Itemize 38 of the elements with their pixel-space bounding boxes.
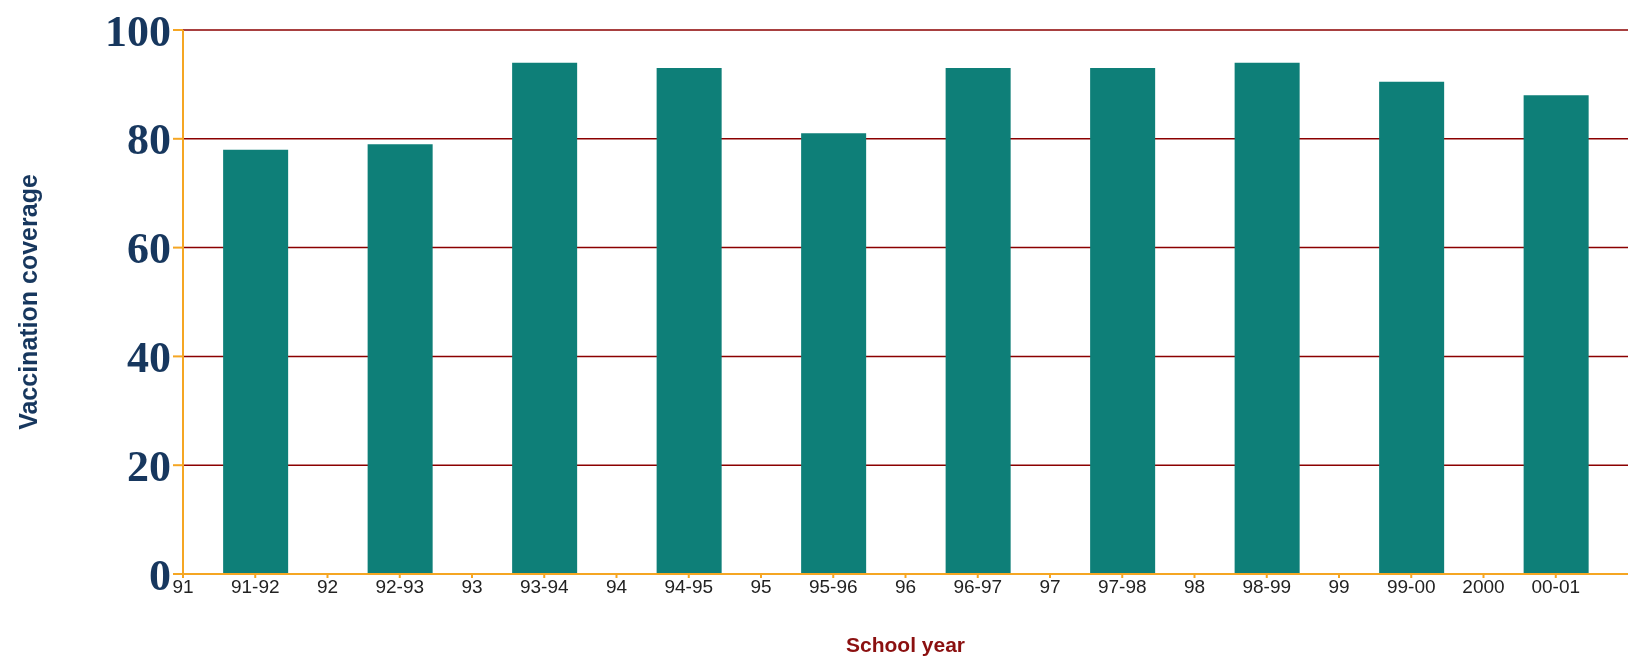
- x-tick-label: 99-00: [1386, 576, 1436, 598]
- bar: [945, 68, 1011, 574]
- y-tick-label: 60: [127, 224, 171, 274]
- x-tick-label: 93: [461, 576, 483, 598]
- x-tick-label: 97-98: [1097, 576, 1147, 598]
- bar: [656, 68, 722, 574]
- x-tick-label: 92: [316, 576, 339, 598]
- bar: [1090, 68, 1156, 574]
- bar: [512, 62, 578, 574]
- bar: [1234, 62, 1300, 574]
- bar: [1379, 81, 1445, 574]
- bar: [1523, 95, 1589, 574]
- y-tick-label: 0: [149, 550, 171, 600]
- y-axis-title: Vaccination coverage: [13, 174, 42, 430]
- x-tick-label: 97: [1039, 576, 1061, 598]
- x-tick-label: 98-99: [1242, 576, 1292, 598]
- x-tick-label: 99: [1328, 576, 1350, 598]
- y-tick-label: 20: [127, 441, 171, 491]
- x-axis-title: School year: [845, 633, 966, 656]
- x-tick-label: 98: [1183, 576, 1206, 598]
- bar: [367, 144, 433, 574]
- x-tick-label: 96: [894, 576, 917, 598]
- bar: [801, 133, 867, 574]
- x-tick-label: 92-93: [375, 576, 425, 598]
- y-tick-label: 80: [127, 115, 171, 165]
- x-tick-label: 91: [172, 576, 194, 598]
- bar: [223, 149, 289, 574]
- x-tick-label: 95: [750, 576, 772, 598]
- y-tick-label: 40: [127, 333, 171, 383]
- x-tick-label: 91-92: [230, 576, 280, 598]
- x-tick-label: 94: [605, 576, 628, 598]
- x-tick-label: 95-96: [808, 576, 858, 598]
- x-tick-label: 96-97: [953, 576, 1003, 598]
- x-tick-label: 00-01: [1531, 576, 1581, 598]
- x-tick-label: 94-95: [664, 576, 714, 598]
- y-tick-label: 100: [105, 6, 171, 56]
- x-tick-label: 93-94: [519, 576, 569, 598]
- x-tick-label: 2000: [1462, 576, 1505, 598]
